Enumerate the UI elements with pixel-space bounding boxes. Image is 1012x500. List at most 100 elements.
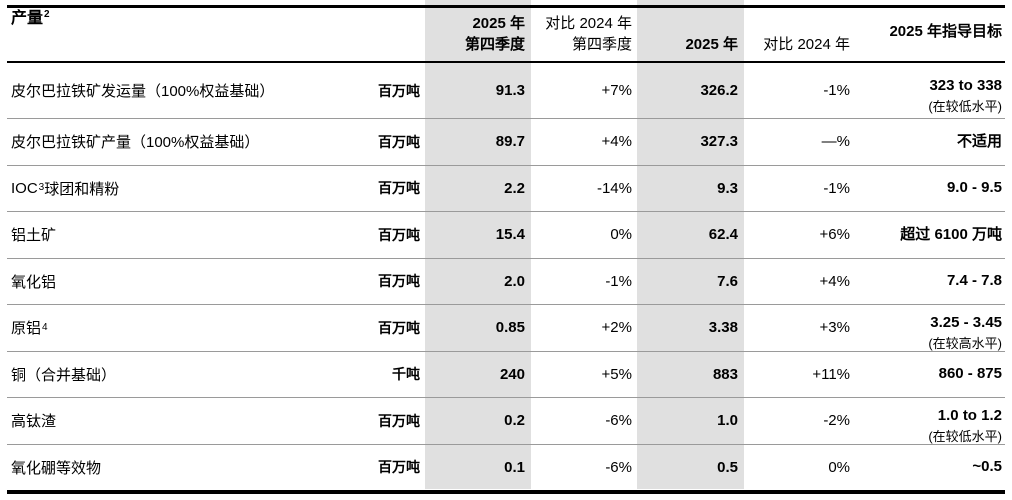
- q4-2025-highlight-band: [425, 0, 531, 489]
- fy-2025-value: 0.5: [717, 458, 738, 476]
- vs-q4-2024-change: +7%: [601, 82, 632, 99]
- q4-2025-value: 89.7: [495, 133, 525, 151]
- guidance-value: ~0.5: [972, 458, 1002, 476]
- fy-2025-value: 883: [712, 365, 738, 383]
- guidance-cell: 1.0 to 1.2 (在较低水平): [855, 398, 1005, 444]
- q4-2025-value: 2.0: [504, 272, 525, 290]
- header-product-label: 产量: [11, 10, 44, 27]
- guidance-cell: ~0.5: [855, 445, 1005, 491]
- guidance-note: (在较低水平): [928, 429, 1002, 444]
- guidance-cell: 3.25 - 3.45 (在较高水平): [855, 305, 1005, 351]
- header-guidance-label: 2025 年指导目标: [889, 23, 1002, 40]
- q4-2025-value: 0.1: [504, 458, 525, 476]
- header-q4-2025-line1: 2025 年: [472, 15, 525, 32]
- vs-q4-2024-change: -6%: [605, 458, 632, 476]
- unit-label: 百万吨: [378, 82, 420, 99]
- guidance-cell: 7.4 - 7.8: [855, 259, 1005, 305]
- product-label-text: 高钛渣: [11, 413, 57, 431]
- table-row: 皮尔巴拉铁矿发运量（100%权益基础） 百万吨 91.3 +7% 326.2 -…: [7, 63, 1005, 118]
- q4-2025-value: 15.4: [495, 226, 525, 244]
- q4-2025-value: 2.2: [504, 179, 525, 197]
- q4-2025-value: 0.85: [495, 319, 525, 337]
- table-row: 铜（合并基础） 千吨 240 +5% 883 +11% 860 - 875: [7, 350, 1005, 398]
- guidance-note: (在较低水平): [928, 99, 1002, 114]
- fy-2025-value: 327.3: [700, 133, 738, 151]
- guidance-cell: 超过 6100 万吨: [855, 212, 1005, 258]
- unit-label: 千吨: [392, 366, 420, 383]
- vs-fy-2024-change: +3%: [819, 319, 850, 337]
- guidance-cell: 9.0 - 9.5: [855, 166, 1005, 212]
- product-label-text: 皮尔巴拉铁矿发运量（100%权益基础）: [11, 83, 275, 100]
- fy-2025-value: 326.2: [700, 82, 738, 99]
- vs-q4-2024-change: +5%: [601, 365, 632, 383]
- header-fy-2025-column: 2025 年: [637, 8, 744, 61]
- product-label: 铜（合并基础）: [7, 352, 336, 398]
- table-row: 铝土矿 百万吨 15.4 0% 62.4 +6% 超过 6100 万吨: [7, 211, 1005, 258]
- guidance-cell: 不适用: [855, 119, 1005, 165]
- fy-2025-value: 3.38: [708, 319, 738, 337]
- product-label-text: 氧化铝: [11, 273, 57, 291]
- vs-q4-2024-change: -6%: [605, 412, 632, 430]
- guidance-cell: 860 - 875: [855, 352, 1005, 398]
- unit-label: 百万吨: [378, 226, 420, 243]
- unit-label: 百万吨: [378, 412, 420, 429]
- guidance-value: 323 to 338: [929, 77, 1002, 94]
- guidance-note: (在较高水平): [928, 336, 1002, 351]
- product-label-text: 氧化硼等效物: [11, 459, 102, 477]
- footnote-ref-2: 2: [44, 8, 50, 20]
- fy-2025-value: 7.6: [717, 272, 738, 290]
- guidance-value: 860 - 875: [938, 365, 1002, 383]
- unit-label: 百万吨: [378, 459, 420, 476]
- production-table: 产量2 2025 年 第四季度 对比 2024 年 第四季度 2025 年 对比…: [7, 5, 1005, 494]
- product-label-text: 原铝: [11, 320, 42, 338]
- vs-fy-2024-change: +4%: [819, 272, 850, 290]
- header-vs-q4-2024-line2: 第四季度: [571, 36, 632, 53]
- product-label-text: 铜（合并基础）: [11, 366, 117, 384]
- vs-q4-2024-change: -1%: [605, 272, 632, 290]
- vs-q4-2024-change: +2%: [601, 319, 632, 337]
- header-fy-2025-label: 2025 年: [685, 36, 738, 53]
- product-label: 高钛渣: [7, 398, 336, 444]
- unit-label: 百万吨: [378, 273, 420, 290]
- product-label: IOC 3 球团和精粉: [11, 179, 120, 198]
- guidance-value: 超过 6100 万吨: [900, 225, 1002, 243]
- table-row: 原铝 4 百万吨 0.85 +2% 3.38 +3% 3.25 - 3.45 (…: [7, 304, 1005, 351]
- product-label-text: 铝土矿: [11, 227, 57, 245]
- vs-q4-2024-change: +4%: [601, 133, 632, 151]
- guidance-value: 3.25 - 3.45: [930, 314, 1002, 331]
- table-row: 氧化硼等效物 百万吨 0.1 -6% 0.5 0% ~0.5: [7, 443, 1005, 491]
- product-label: 氧化硼等效物: [7, 445, 336, 491]
- q4-2025-value: 0.2: [504, 412, 525, 430]
- product-label: 皮尔巴拉铁矿发运量（100%权益基础）: [7, 63, 336, 118]
- header-vs-fy-2024-column: 对比 2024 年: [744, 8, 855, 61]
- fy-2025-highlight-band: [637, 0, 744, 489]
- header-q4-2025-line2: 第四季度: [464, 36, 525, 53]
- table-row: 氧化铝 百万吨 2.0 -1% 7.6 +4% 7.4 - 7.8: [7, 257, 1005, 305]
- table-body: 皮尔巴拉铁矿发运量（100%权益基础） 百万吨 91.3 +7% 326.2 -…: [7, 63, 1005, 494]
- product-label-suffix: 球团和精粉: [44, 180, 120, 198]
- fy-2025-value: 62.4: [708, 226, 738, 244]
- guidance-value: 9.0 - 9.5: [946, 179, 1002, 197]
- table-row: 皮尔巴拉铁矿产量（100%权益基础） 百万吨 89.7 +4% 327.3 —%…: [7, 118, 1005, 165]
- guidance-value: 不适用: [956, 132, 1002, 150]
- q4-2025-value: 91.3: [495, 82, 525, 99]
- vs-fy-2024-change: 0%: [828, 458, 850, 476]
- header-q4-2025-column: 2025 年 第四季度: [420, 8, 531, 61]
- product-label: 铝土矿: [7, 212, 336, 258]
- guidance-value: 7.4 - 7.8: [946, 272, 1002, 290]
- guidance-value: 1.0 to 1.2: [937, 407, 1002, 424]
- header-unit-column: [336, 8, 420, 61]
- vs-fy-2024-change: -2%: [823, 412, 850, 430]
- fy-2025-value: 9.3: [717, 179, 738, 197]
- guidance-cell: 323 to 338 (在较低水平): [855, 63, 1005, 118]
- header-vs-fy-2024-label: 对比 2024 年: [763, 36, 850, 53]
- header-guidance-column: 2025 年指导目标: [855, 8, 1005, 61]
- unit-label: 百万吨: [378, 133, 420, 150]
- vs-q4-2024-change: -14%: [596, 179, 632, 197]
- unit-label: 百万吨: [378, 180, 420, 197]
- product-label-text: IOC: [11, 179, 38, 197]
- header-product-column: 产量2: [7, 8, 336, 61]
- q4-2025-value: 240: [499, 365, 525, 383]
- vs-fy-2024-change: +11%: [812, 365, 850, 383]
